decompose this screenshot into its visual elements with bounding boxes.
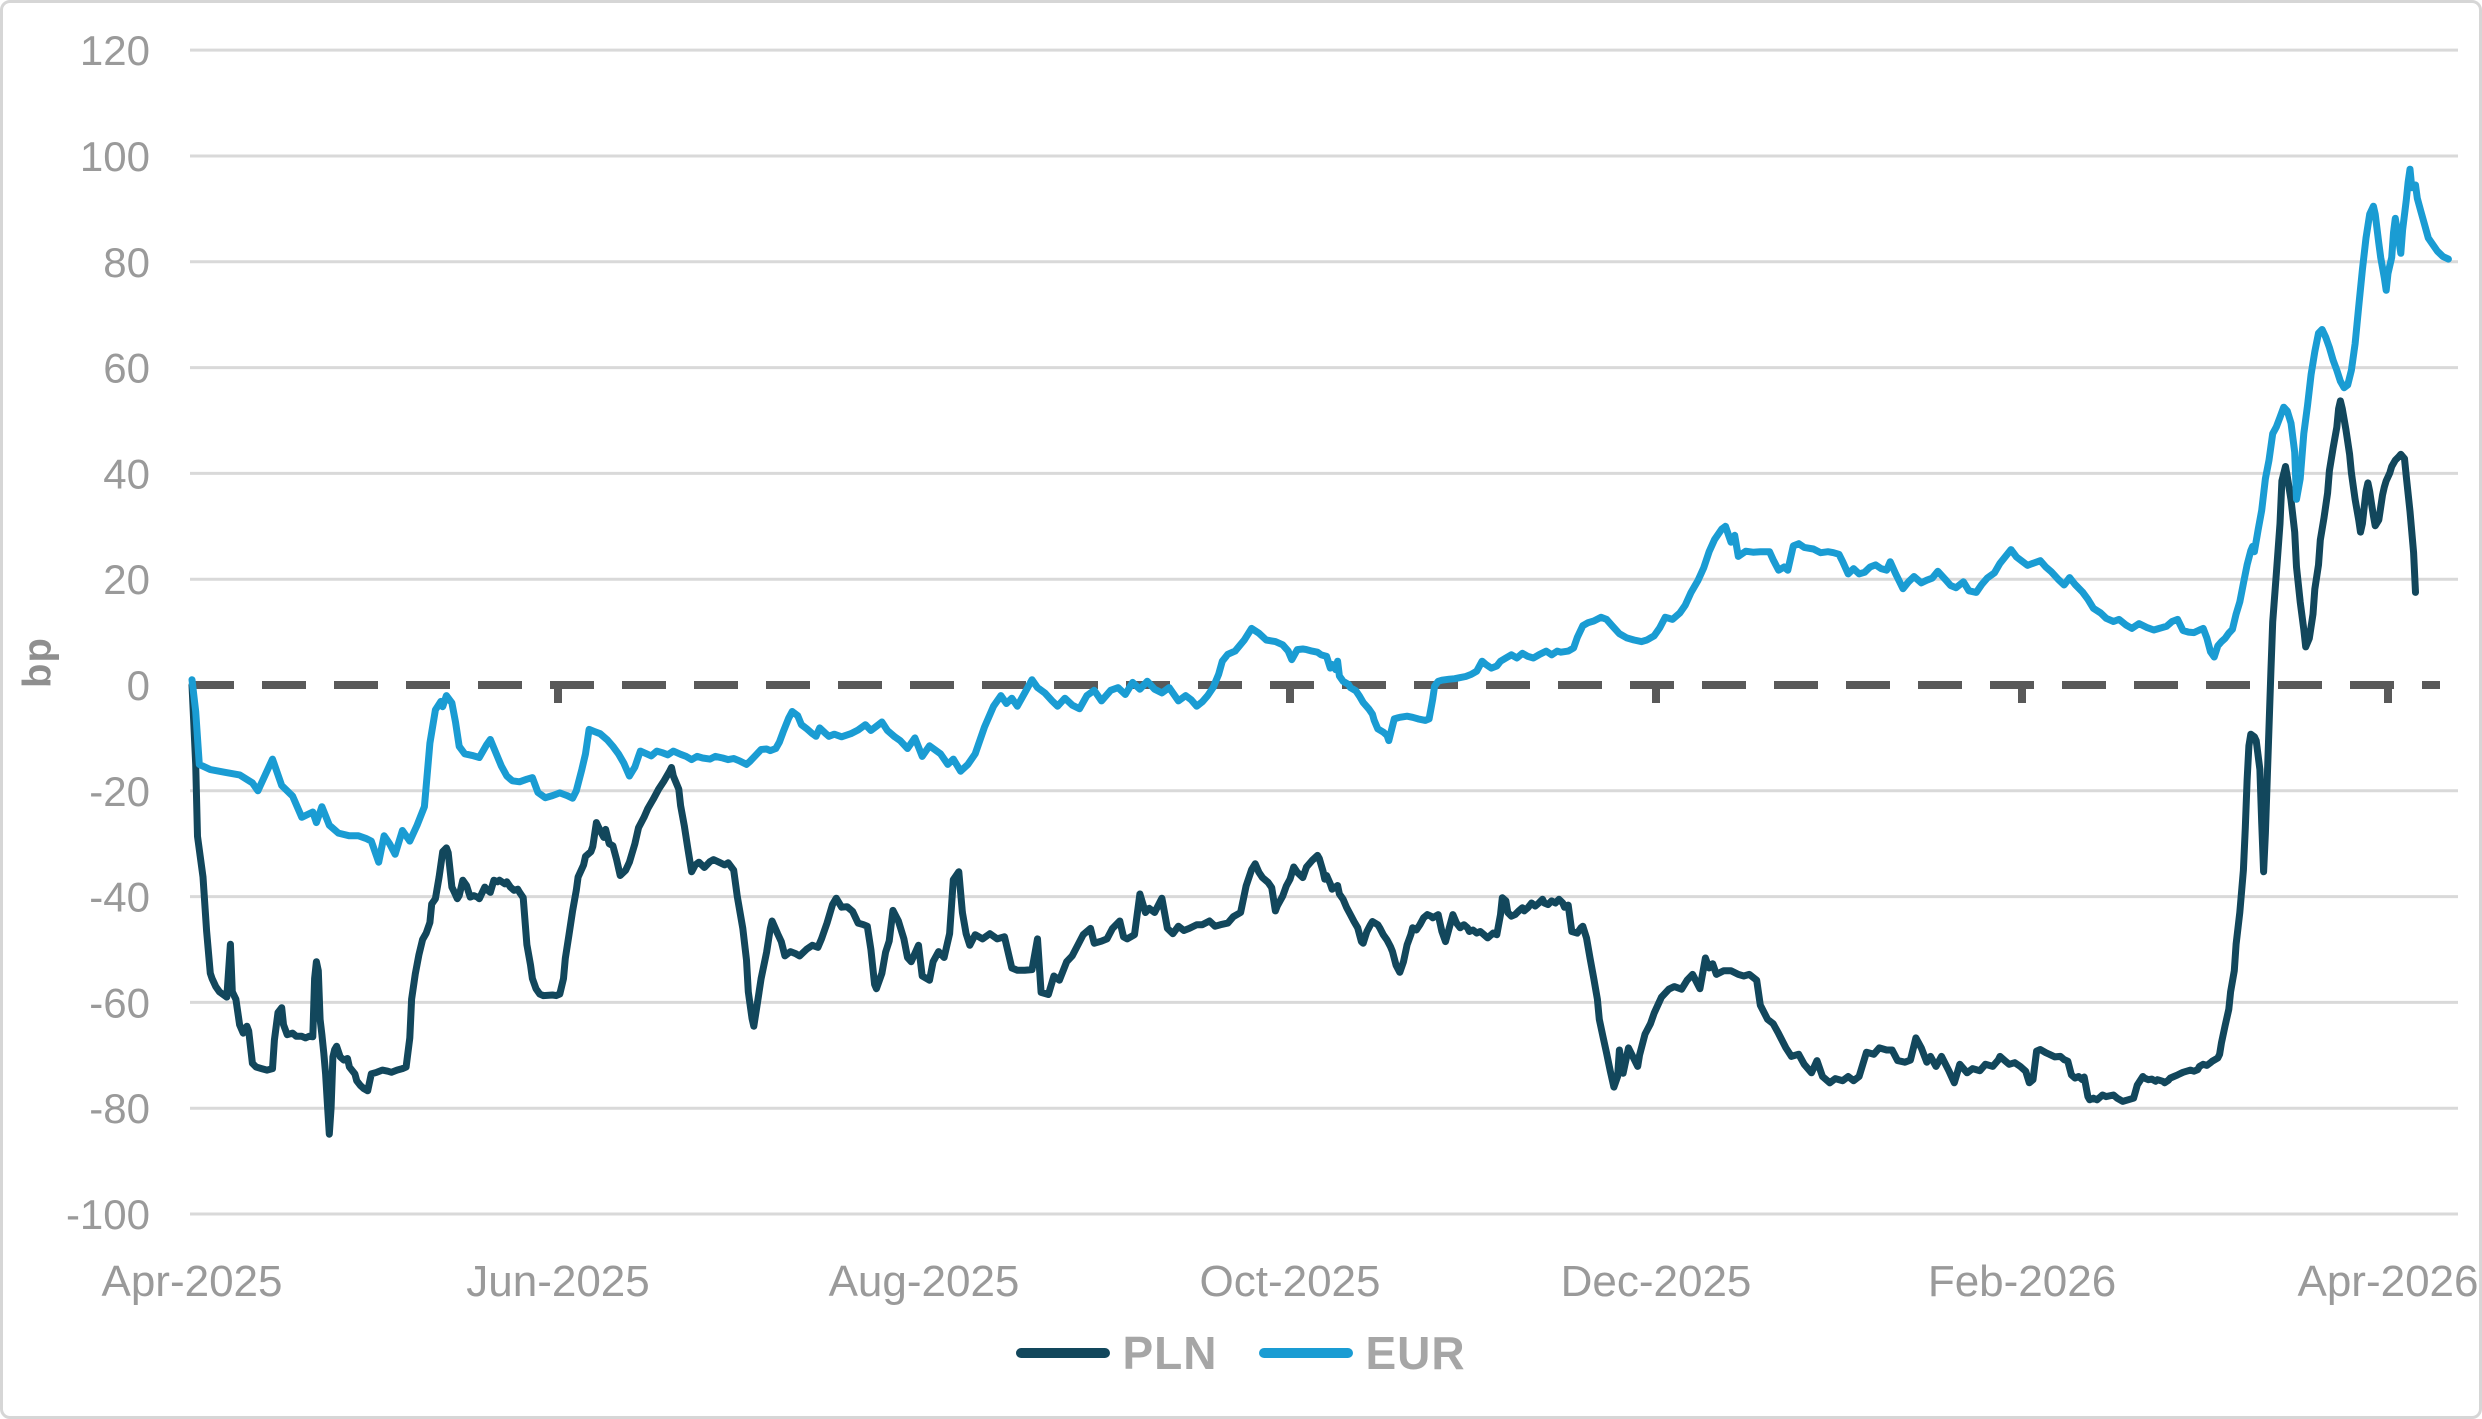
legend: PLN EUR <box>0 1326 2482 1380</box>
x-tick-label: Jun-2025 <box>466 1257 649 1306</box>
y-tick-label: 40 <box>103 450 150 497</box>
y-tick-label: -80 <box>89 1085 150 1132</box>
y-tick-label: 120 <box>80 27 150 74</box>
x-tick-label: Aug-2025 <box>829 1257 1020 1306</box>
x-tick-label: Feb-2026 <box>1928 1257 2116 1306</box>
pln-line-swatch <box>1016 1348 1111 1358</box>
y-tick-label: 0 <box>127 662 150 709</box>
x-tick-label: Apr-2025 <box>101 1257 282 1306</box>
eur-series-line <box>188 165 2452 866</box>
x-tick-label: Oct-2025 <box>1200 1257 1381 1306</box>
y-tick-label: -100 <box>66 1191 150 1238</box>
eur-legend-label: EUR <box>1365 1327 1466 1379</box>
legend-item-eur: EUR <box>1259 1326 1465 1380</box>
y-tick-label: -20 <box>89 768 150 815</box>
pln-series-line <box>188 397 2419 1138</box>
legend-item-pln: PLN <box>1016 1326 1217 1380</box>
y-tick-label: 100 <box>80 133 150 180</box>
x-tick-label: Apr-2026 <box>2297 1257 2478 1306</box>
y-tick-label: 20 <box>103 556 150 603</box>
y-tick-label: 60 <box>103 345 150 392</box>
y-tick-label: -40 <box>89 874 150 921</box>
pln-legend-label: PLN <box>1122 1327 1218 1379</box>
eur-line-swatch <box>1259 1348 1354 1358</box>
y-axis-title: bp <box>15 637 60 688</box>
x-tick-label: Dec-2025 <box>1561 1257 1752 1306</box>
y-tick-label: -60 <box>89 979 150 1026</box>
y-tick-label: 80 <box>103 239 150 286</box>
